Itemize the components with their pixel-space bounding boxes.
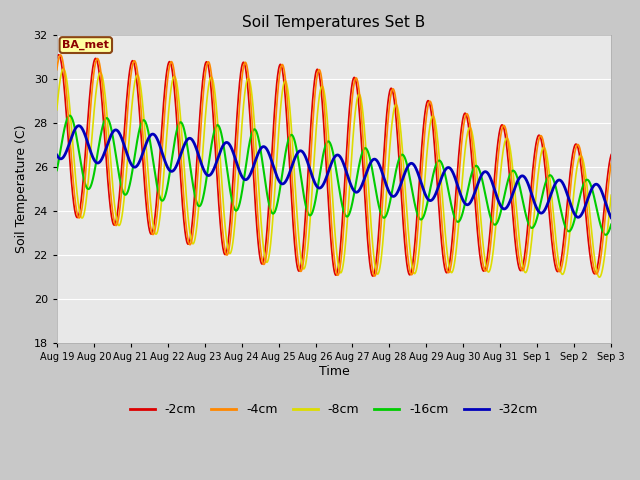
-2cm [323, 170, 330, 176]
-2cm [592, 270, 600, 276]
-2cm [607, 152, 615, 157]
-8cm [81, 204, 89, 209]
-4cm [323, 139, 330, 145]
-4cm [56, 52, 64, 58]
-4cm [607, 160, 615, 166]
-4cm [591, 270, 599, 276]
-8cm [490, 245, 497, 251]
-4cm [53, 67, 61, 72]
Line: -32cm: -32cm [57, 126, 611, 218]
-16cm [66, 113, 74, 119]
-32cm [308, 173, 316, 179]
-8cm [596, 274, 604, 280]
-32cm [591, 181, 599, 187]
-4cm [308, 134, 316, 140]
X-axis label: Time: Time [319, 365, 349, 378]
Line: -2cm: -2cm [57, 55, 611, 276]
-8cm [591, 261, 599, 267]
-16cm [490, 221, 497, 227]
Y-axis label: Soil Temperature (C): Soil Temperature (C) [15, 125, 28, 253]
-32cm [607, 215, 615, 221]
-4cm [490, 205, 498, 211]
Text: BA_met: BA_met [62, 40, 109, 50]
-8cm [53, 107, 61, 113]
-2cm [54, 52, 62, 58]
-8cm [607, 192, 615, 198]
-2cm [490, 182, 498, 188]
-2cm [591, 270, 599, 276]
Line: -8cm: -8cm [57, 69, 611, 277]
-8cm [591, 259, 599, 265]
Title: Soil Temperatures Set B: Soil Temperatures Set B [243, 15, 426, 30]
-2cm [369, 273, 376, 279]
Line: -4cm: -4cm [57, 55, 611, 276]
-16cm [81, 181, 89, 187]
Legend: -2cm, -4cm, -8cm, -16cm, -32cm: -2cm, -4cm, -8cm, -16cm, -32cm [125, 398, 543, 421]
-16cm [53, 168, 61, 173]
-2cm [81, 149, 89, 155]
-16cm [602, 232, 609, 238]
-32cm [53, 152, 61, 158]
-16cm [323, 140, 330, 145]
-8cm [323, 109, 330, 115]
-2cm [53, 56, 61, 61]
-8cm [308, 190, 316, 195]
-16cm [308, 210, 316, 216]
-4cm [81, 173, 89, 179]
-16cm [591, 199, 599, 204]
-2cm [308, 106, 316, 112]
-8cm [60, 66, 67, 72]
-32cm [323, 174, 330, 180]
-16cm [607, 222, 615, 228]
-4cm [371, 273, 378, 279]
-32cm [75, 123, 83, 129]
-16cm [591, 200, 599, 205]
Line: -16cm: -16cm [57, 116, 611, 235]
-32cm [591, 181, 599, 187]
-32cm [490, 184, 497, 190]
-32cm [81, 133, 89, 139]
-4cm [592, 271, 600, 276]
